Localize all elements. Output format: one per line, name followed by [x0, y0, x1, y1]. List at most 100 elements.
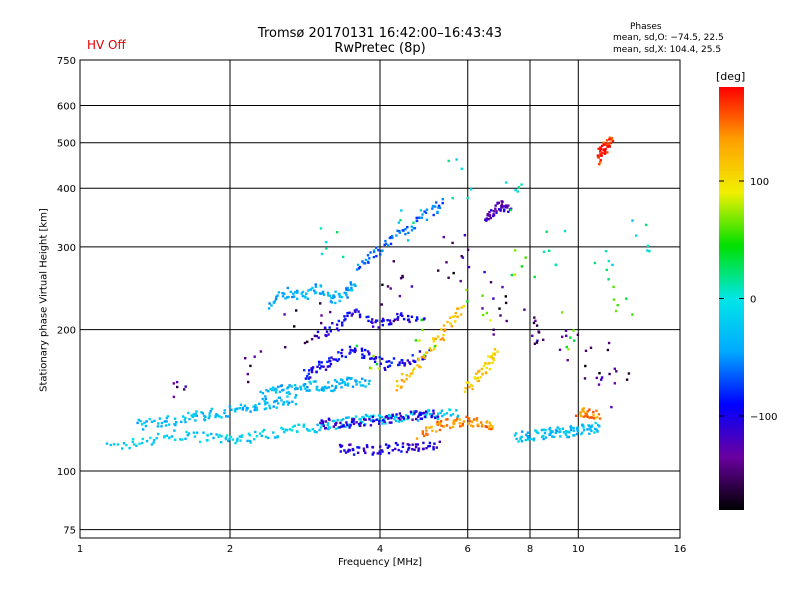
data-point — [631, 313, 634, 316]
data-point — [390, 234, 394, 238]
data-point — [199, 440, 202, 444]
data-point — [330, 296, 333, 300]
data-point — [277, 396, 280, 399]
data-point — [227, 439, 230, 443]
data-point — [605, 268, 608, 272]
data-point — [584, 364, 587, 368]
data-point — [332, 358, 335, 361]
data-point — [408, 443, 411, 447]
data-point — [476, 423, 480, 426]
data-point — [602, 148, 605, 152]
data-point — [492, 352, 495, 355]
data-point — [346, 296, 349, 299]
data-point — [439, 411, 442, 415]
data-point — [400, 419, 403, 423]
data-point — [573, 434, 576, 437]
data-point — [403, 362, 407, 365]
data-point — [448, 408, 452, 412]
data-point — [375, 319, 378, 322]
data-point — [395, 389, 398, 392]
data-point — [358, 381, 361, 384]
data-point — [335, 231, 339, 234]
data-point — [245, 406, 248, 410]
data-point — [569, 336, 572, 339]
data-point — [214, 414, 217, 417]
data-point — [593, 416, 596, 420]
data-point — [431, 204, 435, 208]
data-point — [264, 395, 267, 398]
data-point — [504, 205, 508, 209]
data-point — [536, 339, 539, 342]
data-point — [164, 424, 168, 427]
data-point — [255, 435, 259, 438]
data-point — [602, 143, 606, 146]
data-point — [595, 428, 598, 431]
data-point — [366, 254, 370, 257]
data-point — [292, 292, 295, 295]
data-point — [320, 361, 323, 364]
data-point — [591, 416, 594, 419]
data-point — [406, 443, 409, 446]
data-point — [401, 442, 405, 445]
data-point — [330, 356, 333, 359]
data-point — [283, 430, 286, 434]
data-point — [527, 436, 530, 439]
data-point — [267, 436, 270, 440]
data-point — [306, 297, 310, 300]
data-point — [351, 385, 355, 388]
data-point — [344, 355, 347, 359]
data-point — [454, 315, 457, 318]
data-point — [403, 364, 406, 367]
data-point — [389, 242, 393, 246]
data-point — [530, 437, 533, 441]
data-point — [411, 354, 414, 357]
data-point — [381, 283, 384, 286]
data-point — [431, 207, 434, 210]
data-point — [588, 424, 591, 428]
data-point — [284, 346, 287, 349]
data-point — [304, 377, 308, 380]
data-point — [585, 413, 588, 416]
data-point — [381, 317, 385, 321]
data-point — [342, 425, 345, 428]
data-point — [528, 437, 531, 440]
data-point — [220, 441, 223, 444]
data-point — [150, 443, 154, 446]
data-point — [489, 281, 493, 284]
data-point — [409, 362, 412, 366]
data-point — [597, 383, 601, 386]
data-point — [436, 415, 440, 418]
y-tick-label: 100 — [57, 467, 76, 478]
data-point — [381, 357, 384, 361]
data-point — [446, 418, 449, 421]
data-point — [218, 415, 221, 418]
data-point — [492, 213, 496, 217]
data-point — [553, 435, 556, 439]
data-point — [228, 437, 231, 441]
data-point — [287, 390, 290, 394]
data-point — [435, 446, 438, 449]
chart-title: Tromsø 20170131 16:42:00–16:43:43 — [257, 26, 503, 41]
data-point — [466, 248, 470, 251]
data-point — [165, 420, 168, 423]
data-point — [450, 325, 453, 328]
data-point — [131, 440, 134, 444]
data-point — [375, 254, 378, 258]
data-point — [362, 262, 365, 265]
data-point — [417, 415, 420, 418]
data-point — [432, 412, 435, 415]
data-point — [524, 256, 527, 259]
data-point — [361, 353, 364, 356]
data-point — [610, 138, 613, 141]
data-point — [231, 438, 235, 441]
data-point — [226, 415, 230, 418]
data-point — [334, 422, 337, 426]
data-point — [576, 427, 579, 431]
data-point — [581, 408, 584, 411]
data-point — [457, 307, 460, 310]
data-point — [361, 356, 364, 359]
data-point — [292, 295, 296, 298]
data-point — [185, 430, 188, 434]
data-point — [116, 443, 120, 446]
data-point — [439, 420, 443, 423]
